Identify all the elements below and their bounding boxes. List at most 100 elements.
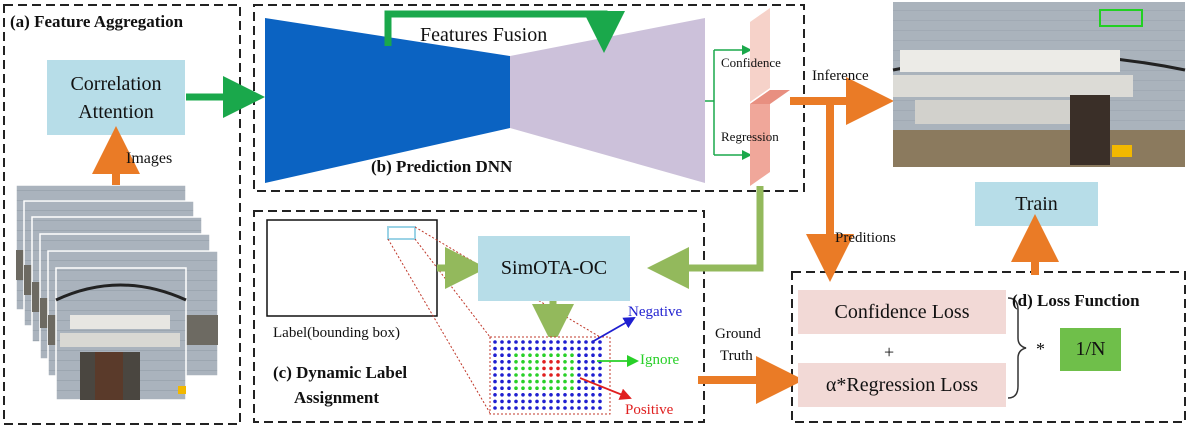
grid-dot	[577, 399, 581, 404]
grid-dot	[521, 379, 525, 384]
grid-dot	[584, 399, 588, 404]
grid-dot	[542, 406, 546, 410]
grid-dot	[563, 393, 567, 397]
grid-dot	[570, 353, 574, 358]
grid-dot	[563, 346, 567, 351]
simota-block	[478, 236, 630, 301]
panel-c-border	[253, 210, 705, 423]
grid-dot	[528, 366, 532, 371]
grid-dot	[591, 346, 595, 351]
panel-a-title: (a) Feature Aggregation	[10, 12, 184, 31]
grid-dot	[549, 353, 553, 358]
grid-dot	[570, 406, 574, 410]
grid-dot	[535, 360, 539, 364]
grid-dot	[507, 399, 511, 404]
grid-dot	[514, 346, 518, 351]
grid-dot	[570, 366, 574, 371]
grid-dot	[535, 386, 539, 391]
dnn-encoder-shape	[265, 18, 510, 183]
grid-dot	[514, 353, 518, 358]
grid-dot	[598, 366, 602, 371]
grid-dot	[570, 386, 574, 391]
grid-dot	[563, 340, 567, 344]
grid-dot	[493, 373, 497, 377]
grid-dot	[493, 393, 497, 397]
grid-dot	[549, 386, 553, 391]
grid-dot	[535, 340, 539, 344]
grid-dot	[591, 353, 595, 358]
grid-dot	[598, 340, 602, 344]
grid-dot	[549, 373, 553, 377]
grid-dot	[598, 346, 602, 351]
grid-dot	[528, 360, 532, 364]
grid-dot	[556, 340, 560, 344]
inference-label: Inference	[812, 68, 869, 84]
grid-dot	[542, 399, 546, 404]
grid-dot	[542, 353, 546, 358]
confidence-head	[750, 8, 770, 102]
grid-dot	[528, 340, 532, 344]
grid-dot	[570, 393, 574, 397]
grid-dot	[584, 373, 588, 377]
grid-dot	[556, 399, 560, 404]
grid-dot	[521, 406, 525, 410]
grid-dot	[542, 386, 546, 391]
grid-dot	[493, 340, 497, 344]
grid-dot	[577, 353, 581, 358]
grid-dot	[577, 386, 581, 391]
grid-dot	[493, 360, 497, 364]
inference-result-image	[892, 2, 1186, 167]
grid-dot	[577, 366, 581, 371]
positive-arrow	[579, 377, 632, 400]
grid-dot	[514, 360, 518, 364]
correlation-attention-label: Correlation Attention	[47, 60, 185, 135]
grid-dot	[563, 360, 567, 364]
grid-dot	[591, 393, 595, 397]
grid-dot	[577, 360, 581, 364]
grid-dot	[528, 346, 532, 351]
grid-dot	[542, 393, 546, 397]
grid-dot	[584, 353, 588, 358]
grid-dot	[507, 340, 511, 344]
grid-dot	[507, 360, 511, 364]
grid-dot	[514, 399, 518, 404]
simota-label: SimOTA-OC	[500, 257, 608, 279]
grid-dot	[528, 406, 532, 410]
ground-truth-line1: Ground	[715, 326, 761, 342]
grid-dot	[549, 406, 553, 410]
grid-dot	[521, 386, 525, 391]
grid-dot	[500, 340, 504, 344]
grid-dot	[549, 346, 553, 351]
grid-dot	[577, 406, 581, 410]
grid-dot	[556, 366, 560, 371]
label-bbox-target	[387, 226, 416, 240]
grid-dot	[514, 373, 518, 377]
grid-dot	[500, 399, 504, 404]
confidence-loss-block	[798, 290, 1006, 334]
label-bbox-caption: Label(bounding box)	[273, 325, 401, 341]
positive-label: Positive	[625, 402, 674, 418]
grid-dot	[542, 340, 546, 344]
grid-dot	[528, 353, 532, 358]
normalizer-label: 1/N	[1075, 338, 1106, 360]
grid-dot	[521, 346, 525, 351]
grid-dot	[500, 373, 504, 377]
grid-dot	[535, 346, 539, 351]
grid-dot	[563, 353, 567, 358]
grid-dot	[563, 386, 567, 391]
grid-dot	[556, 360, 560, 364]
panel-b-title: (b) Prediction DNN	[371, 157, 513, 176]
grid-dot	[563, 379, 567, 384]
multiply-sign: *	[1036, 339, 1045, 359]
grid-dot	[570, 340, 574, 344]
grid-dot	[500, 406, 504, 410]
regression-loss-label: α*Regression Loss	[825, 373, 979, 396]
grid-dot	[584, 340, 588, 344]
features-fusion-arrow	[384, 10, 625, 53]
panel-c-title-line1: (c) Dynamic Label	[273, 363, 408, 382]
normalizer-block	[1060, 328, 1121, 371]
grid-dot	[507, 386, 511, 391]
grid-dot	[514, 386, 518, 391]
grid-dot	[577, 373, 581, 377]
